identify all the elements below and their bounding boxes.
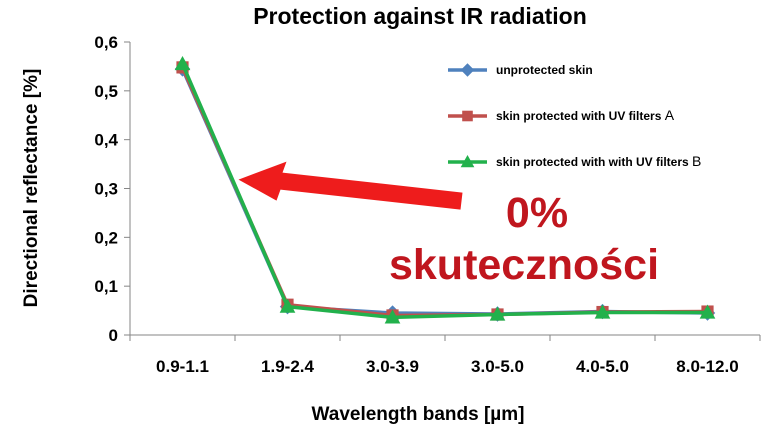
legend-label-text: skin protected with with UV filters [496,155,692,169]
data-point [279,298,296,313]
series-3 [174,55,716,324]
legend-label-suffix: B [692,153,701,169]
legend-label: skin protected with UV filters A [496,107,675,123]
y-tick-label: 0,2 [94,228,118,247]
data-point [489,306,506,321]
y-axis-label: Directional reflectance [%] [21,69,42,308]
annotation-line2: skuteczności [389,241,659,289]
data-point [594,304,611,319]
axes: 0 0,1 0,2 0,3 0,4 0,5 0,6 0.9-1.1 1.9-2.4 3.0-3.9… [94,33,761,376]
y-tick-label: 0 [109,326,118,345]
x-tick-label: 4.0-5.0 [576,357,629,376]
series-layer [174,55,716,324]
legend-item: unprotected skin [448,63,593,77]
x-tick-label: 0.9-1.1 [156,357,209,376]
chart-title: Protection against IR radiation [253,3,587,29]
data-point [699,304,716,319]
x-tick-label: 3.0-5.0 [471,357,524,376]
x-tick-label: 1.9-2.4 [261,357,314,376]
x-tick-label: 3.0-3.9 [366,357,419,376]
data-point [384,309,401,324]
data-point [462,110,473,122]
legend-label: skin protected with with UV filters B [496,153,701,169]
y-tick-label: 0,1 [94,277,118,296]
annotation: 0% skuteczności [238,161,659,289]
y-tick-label: 0,5 [94,82,118,101]
y-tick-label: 0,3 [94,180,118,199]
legend-label-text: unprotected skin [496,63,593,77]
annotation-line1: 0% [506,189,568,237]
legend-label-suffix: A [665,107,675,123]
data-point [174,55,191,71]
x-tick-label: 8.0-12.0 [676,357,738,376]
legend-label: unprotected skin [496,63,593,77]
x-axis-label: Wavelength bands [µm] [312,404,525,425]
annotation-arrow [238,161,463,210]
series-line [180,63,708,320]
data-point [460,63,475,77]
legend: unprotected skin skin protected with UV f… [448,63,701,169]
y-tick-label: 0,4 [94,131,118,150]
legend-item: skin protected with with UV filters B [448,153,701,169]
legend-label-text: skin protected with UV filters [496,109,665,123]
y-tick-label: 0,6 [94,33,118,52]
data-point [460,154,475,168]
legend-item: skin protected with UV filters A [448,107,675,123]
